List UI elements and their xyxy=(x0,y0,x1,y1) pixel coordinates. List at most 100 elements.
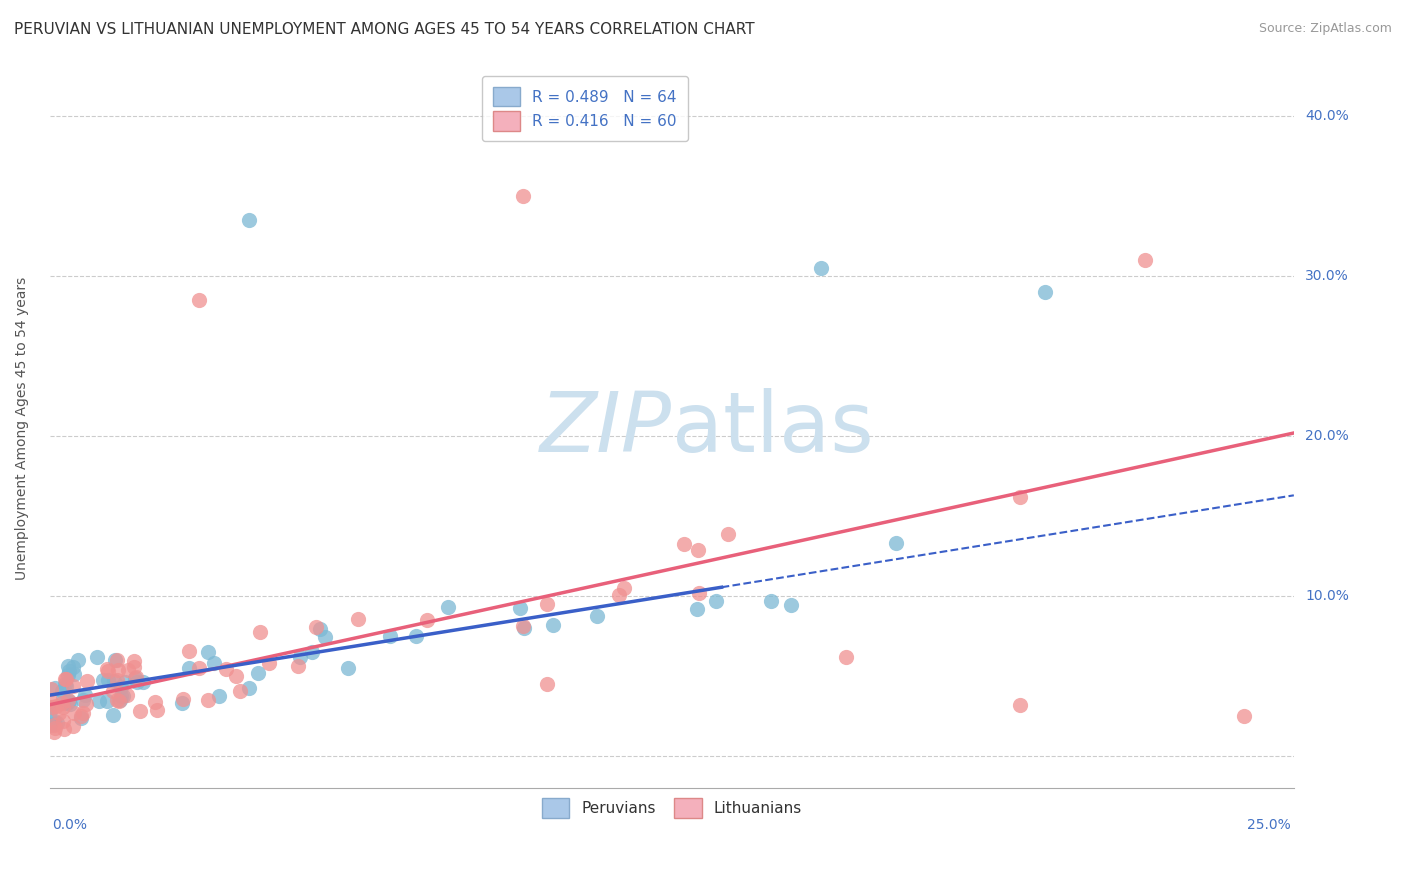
Point xyxy=(301,645,323,659)
Text: atlas: atlas xyxy=(672,388,873,468)
Point xyxy=(541,617,564,632)
Point xyxy=(228,683,250,698)
Point xyxy=(56,696,79,710)
Point xyxy=(288,650,311,665)
Point xyxy=(105,653,128,667)
Point xyxy=(96,694,118,708)
Text: 25.0%: 25.0% xyxy=(1247,818,1291,832)
Point xyxy=(62,660,84,674)
Point xyxy=(52,690,75,705)
Point xyxy=(70,709,93,723)
Point xyxy=(53,677,76,691)
Point xyxy=(810,261,832,276)
Point xyxy=(45,699,67,714)
Point xyxy=(101,683,124,698)
Point xyxy=(62,679,84,693)
Text: 0.0%: 0.0% xyxy=(52,818,87,832)
Point xyxy=(131,674,153,689)
Point xyxy=(1133,253,1156,268)
Point xyxy=(673,537,696,551)
Point xyxy=(44,721,66,735)
Text: PERUVIAN VS LITHUANIAN UNEMPLOYMENT AMONG AGES 45 TO 54 YEARS CORRELATION CHART: PERUVIAN VS LITHUANIAN UNEMPLOYMENT AMON… xyxy=(14,22,755,37)
Point xyxy=(257,656,280,670)
Point xyxy=(124,671,146,685)
Point xyxy=(52,722,75,736)
Point xyxy=(107,673,129,687)
Point xyxy=(112,689,135,703)
Point xyxy=(380,629,402,643)
Point xyxy=(188,661,211,675)
Point xyxy=(197,693,219,707)
Y-axis label: Unemployment Among Ages 45 to 54 years: Unemployment Among Ages 45 to 54 years xyxy=(15,277,30,580)
Point xyxy=(51,684,73,698)
Point xyxy=(72,693,94,707)
Point xyxy=(437,599,460,614)
Point xyxy=(42,717,65,731)
Point xyxy=(62,718,84,732)
Point xyxy=(607,588,630,602)
Point xyxy=(208,689,231,703)
Point xyxy=(70,711,93,725)
Point xyxy=(536,597,558,611)
Point xyxy=(177,661,200,675)
Point xyxy=(249,625,271,640)
Text: 30.0%: 30.0% xyxy=(1305,269,1348,284)
Point xyxy=(337,661,360,675)
Point xyxy=(75,697,97,711)
Point xyxy=(107,663,129,677)
Point xyxy=(129,704,152,718)
Text: ZIP: ZIP xyxy=(540,388,672,468)
Point xyxy=(172,692,194,706)
Point xyxy=(124,654,146,668)
Text: 20.0%: 20.0% xyxy=(1305,429,1348,443)
Point xyxy=(197,645,219,659)
Point xyxy=(48,706,70,720)
Point xyxy=(39,717,62,731)
Point xyxy=(117,663,139,677)
Point xyxy=(59,697,82,711)
Point xyxy=(114,675,136,690)
Point xyxy=(42,714,65,729)
Point xyxy=(110,690,132,704)
Point xyxy=(215,662,238,676)
Point xyxy=(56,695,79,709)
Point xyxy=(105,692,128,706)
Point xyxy=(86,649,108,664)
Point xyxy=(686,602,709,616)
Point xyxy=(75,688,97,702)
Point xyxy=(107,694,129,708)
Legend: Peruvians, Lithuanians: Peruvians, Lithuanians xyxy=(533,789,811,827)
Point xyxy=(110,681,132,695)
Point xyxy=(613,582,636,596)
Point xyxy=(202,657,225,671)
Point xyxy=(91,673,114,687)
Point xyxy=(55,672,77,686)
Point xyxy=(52,714,75,728)
Point xyxy=(58,664,80,678)
Point xyxy=(76,674,98,689)
Point xyxy=(225,669,247,683)
Point xyxy=(44,716,66,731)
Point xyxy=(172,697,194,711)
Text: 40.0%: 40.0% xyxy=(1305,110,1348,123)
Point xyxy=(314,630,336,644)
Point xyxy=(416,613,439,627)
Point xyxy=(586,608,609,623)
Point xyxy=(51,696,73,710)
Point xyxy=(509,601,531,615)
Point xyxy=(1010,491,1032,505)
Point xyxy=(108,693,131,707)
Point xyxy=(97,673,120,687)
Point xyxy=(1233,709,1256,723)
Point xyxy=(39,693,62,707)
Point xyxy=(309,622,332,636)
Point xyxy=(72,706,94,720)
Point xyxy=(347,612,370,626)
Point xyxy=(512,618,534,632)
Point xyxy=(238,213,260,227)
Point xyxy=(884,536,907,550)
Point xyxy=(104,653,127,667)
Point xyxy=(58,693,80,707)
Point xyxy=(177,644,200,658)
Point xyxy=(39,704,62,718)
